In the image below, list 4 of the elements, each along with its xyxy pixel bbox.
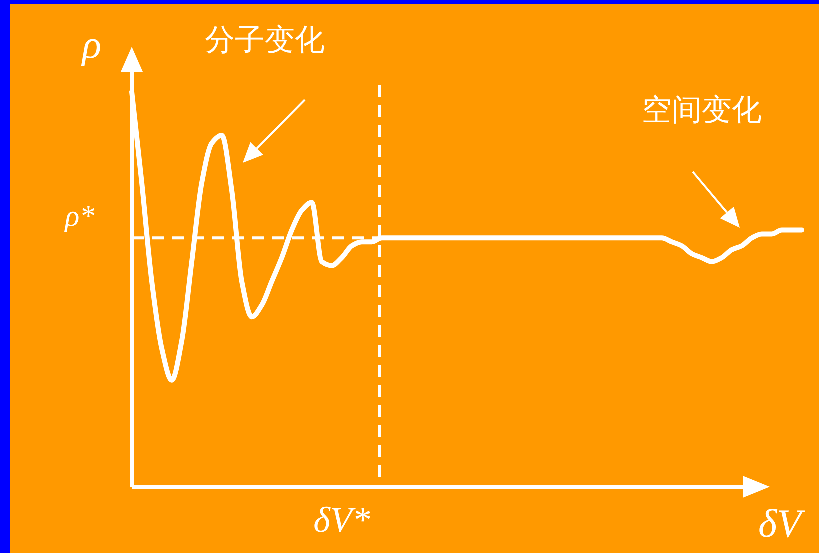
annotation: 空间变化 [642,94,762,127]
ylabel: ρ [82,22,102,67]
annotation: 分子变化 [205,24,325,57]
annotation: δV* [314,500,370,540]
